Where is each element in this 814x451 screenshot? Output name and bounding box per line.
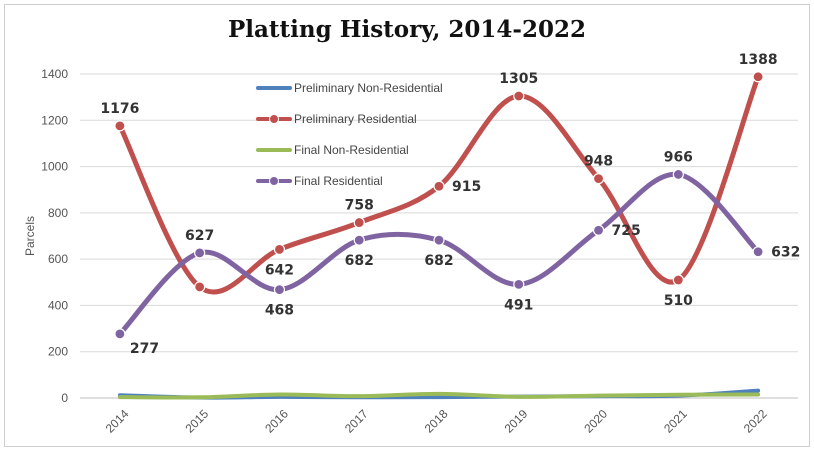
data-label: 725 [612,223,641,239]
data-point [433,180,445,192]
y-tick-label: 400 [48,298,68,312]
x-tick-label: 2019 [502,407,531,436]
x-tick-label: 2020 [581,407,610,436]
data-point [752,71,764,83]
x-tick-label: 2014 [103,407,132,436]
data-point [592,173,605,185]
data-label: 642 [265,262,294,278]
legend-label: Preliminary Non-Residential [294,81,443,95]
data-point [592,224,605,236]
legend-label: Final Residential [294,174,383,188]
legend-label: Final Non-Residential [294,143,409,157]
data-label: 277 [130,341,159,357]
data-label: 491 [504,297,533,313]
data-point [433,234,445,246]
chart-frame [4,4,810,447]
data-point [273,284,286,296]
data-label: 682 [345,253,374,269]
legend-marker [269,176,279,186]
data-label: 915 [452,179,481,195]
data-label: 1388 [739,52,778,68]
data-label: 948 [584,154,613,170]
data-label: 758 [345,198,374,214]
y-tick-label: 1000 [41,160,68,174]
y-tick-label: 600 [48,252,68,266]
data-point [353,216,365,229]
x-tick-label: 2015 [182,407,211,436]
x-tick-label: 2018 [422,407,451,436]
data-point [273,243,286,256]
data-label: 632 [771,245,800,261]
data-point [513,90,525,102]
data-point [513,278,525,290]
data-point [672,274,684,286]
data-label: 966 [664,149,693,165]
y-axis-label: Parcels [23,216,37,256]
legend-marker [269,114,279,124]
chart-title: Platting History, 2014-2022 [228,16,586,43]
data-point [752,246,764,258]
data-label: 510 [664,293,693,309]
legend-label: Preliminary Residential [294,112,417,126]
series-line-2 [117,391,761,400]
data-label: 627 [185,228,214,244]
data-label: 1176 [100,101,139,117]
y-tick-label: 0 [61,391,68,405]
data-point [353,234,365,246]
y-tick-label: 200 [48,345,68,359]
data-point [194,247,206,259]
data-point [672,168,684,181]
data-point [114,328,126,340]
x-tick-label: 2016 [262,407,291,436]
y-tick-label: 1200 [41,113,68,127]
x-tick-label: 2017 [342,407,371,436]
data-point [194,281,206,293]
data-label: 468 [265,303,294,319]
y-tick-label: 800 [48,206,68,220]
x-tick-label: 2022 [741,407,770,436]
data-point [114,120,126,132]
x-tick-label: 2021 [661,407,690,436]
y-tick-label: 1400 [41,67,68,81]
data-label: 682 [424,253,453,269]
data-label: 1305 [499,71,538,87]
